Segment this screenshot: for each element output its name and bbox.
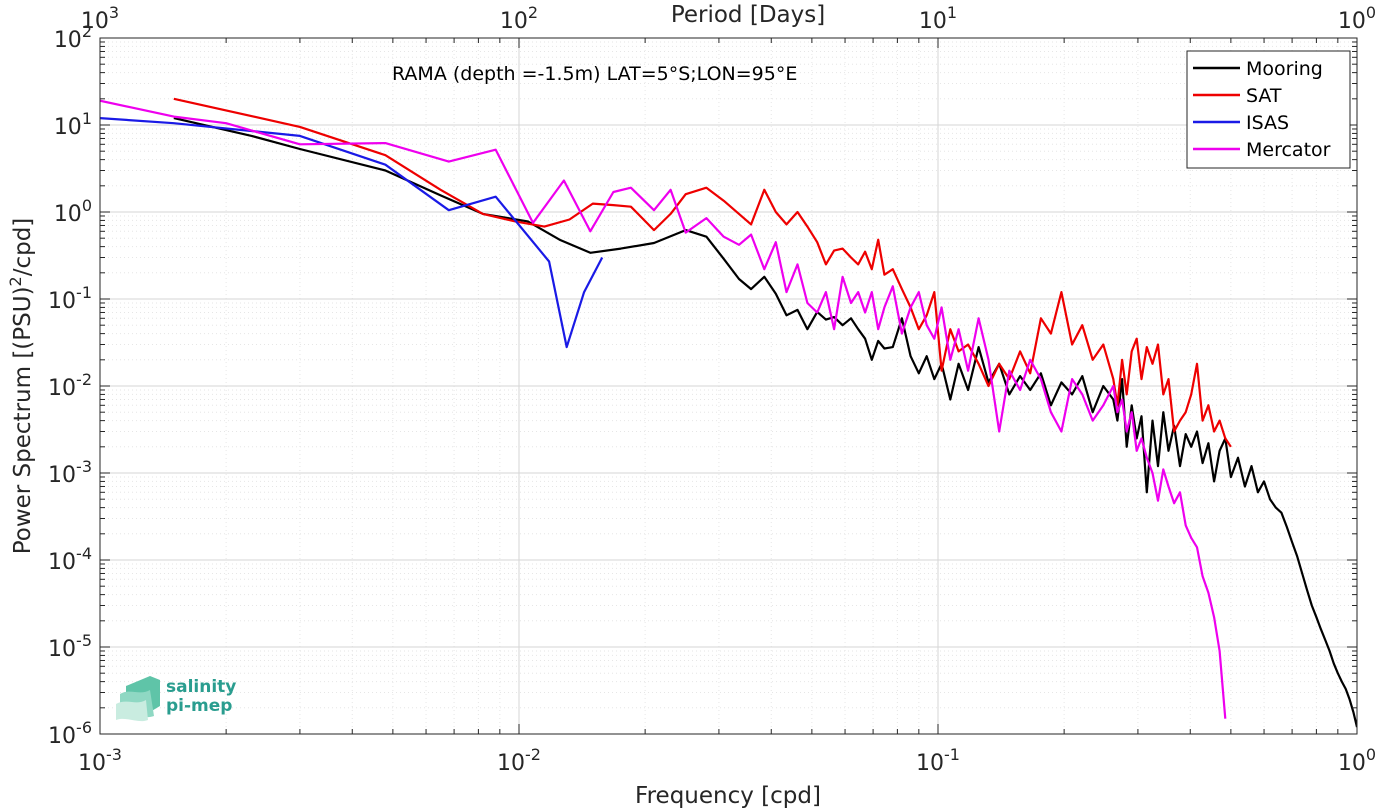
top-axis-label: Period [Days] [671,2,825,28]
x-axis-label: Frequency [cpd] [635,783,821,809]
ticks [99,37,1358,735]
top-tick-label: 103 [81,3,119,34]
y-tick-label: 10-5 [48,631,92,662]
x-tick-label: 10-2 [497,745,541,776]
logo-line-2: pi-mep [166,696,232,716]
legend-label-mercator: Mercator [1246,139,1331,161]
y-tick-label: 10-1 [48,283,92,314]
legend-label-sat: SAT [1246,85,1282,107]
y-tick-label: 10-6 [48,718,92,749]
top-tick-label: 100 [1338,3,1376,34]
y-tick-label: 10-2 [48,370,92,401]
legend-label-mooring: Mooring [1246,58,1323,80]
y-tick-label: 10-3 [48,457,92,488]
logo-wave-front [116,700,148,722]
salinity-pi-mep-logo: salinity pi-mep [116,676,236,722]
y-tick-label: 100 [54,196,92,227]
y-tick-label: 101 [54,109,92,140]
top-tick-label: 101 [919,3,957,34]
x-tick-label: 10-1 [916,745,960,776]
x-tick-label: 10-3 [78,745,122,776]
x-tick-label: 100 [1338,745,1376,776]
y-tick-label: 10-4 [48,544,92,575]
y-tick-label: 102 [54,22,92,53]
chart-annotation: RAMA (depth =-1.5m) LAT=5°S;LON=95°E [392,63,797,85]
series-line-mercator [100,99,1227,719]
series-line-sat [173,97,1232,448]
top-tick-label: 102 [500,3,538,34]
series-line-isas [100,117,604,349]
logo-line-1: salinity [166,677,236,697]
legend: Mooring SAT ISAS Mercator [1186,50,1351,169]
legend-label-isas: ISAS [1246,112,1289,134]
y-axis-label: Power Spectrum [(PSU)2/cpd] [6,218,36,555]
series-layer [100,97,1357,728]
